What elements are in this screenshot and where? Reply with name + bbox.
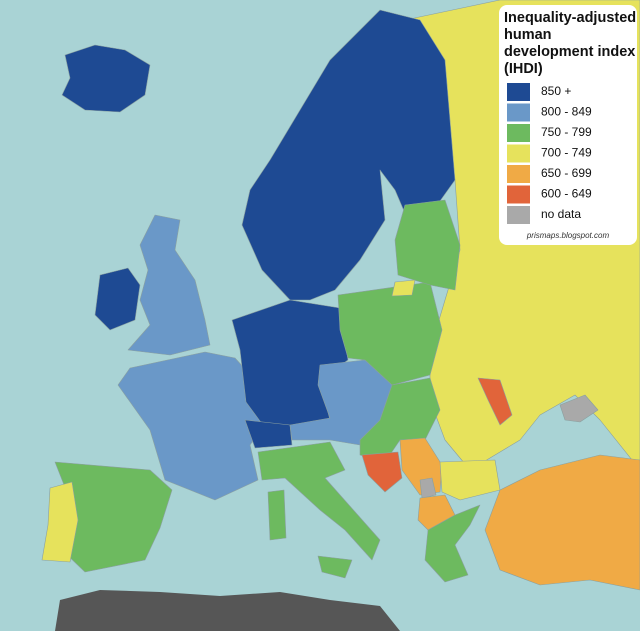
country-region xyxy=(117,351,269,501)
country-region xyxy=(267,489,287,541)
country-region xyxy=(424,504,481,583)
legend-label: 600 - 649 xyxy=(541,187,592,201)
country-region xyxy=(359,377,441,463)
legend-label: 700 - 749 xyxy=(541,146,592,160)
legend-label: no data xyxy=(541,207,581,221)
country-region xyxy=(257,441,381,561)
legend-swatch xyxy=(507,124,530,142)
legend-title: Inequality-adjusted xyxy=(504,10,636,26)
country-region xyxy=(244,419,293,449)
country-region xyxy=(394,199,461,291)
legend-swatch xyxy=(507,185,530,204)
legend-swatch xyxy=(507,206,530,224)
country-region xyxy=(559,394,599,423)
legend-title: development index xyxy=(504,44,635,60)
country-region xyxy=(419,477,437,499)
country-region xyxy=(439,459,501,501)
legend-box xyxy=(499,5,637,245)
legend-label: 800 - 849 xyxy=(541,105,592,119)
country-region xyxy=(361,451,403,493)
legend-label: 650 - 699 xyxy=(541,166,592,180)
country-region xyxy=(127,214,211,356)
country-region xyxy=(477,377,513,426)
credit: prismaps.blogspot.com xyxy=(526,231,610,240)
africa xyxy=(55,590,400,631)
country-region xyxy=(484,454,640,591)
country-region xyxy=(61,44,151,113)
country-region xyxy=(317,555,353,579)
legend-label: 750 - 799 xyxy=(541,125,592,139)
country-region xyxy=(94,267,141,331)
country-region xyxy=(391,279,416,297)
legend-swatch xyxy=(507,103,530,122)
legend-swatch xyxy=(507,144,530,163)
legend-swatch xyxy=(507,83,530,101)
country-region xyxy=(241,9,456,301)
country-region xyxy=(41,481,79,563)
legend-title: human xyxy=(504,27,552,43)
legend-swatch xyxy=(507,165,530,183)
legend-title: (IHDI) xyxy=(504,61,543,77)
legend-label: 850 + xyxy=(541,84,571,98)
